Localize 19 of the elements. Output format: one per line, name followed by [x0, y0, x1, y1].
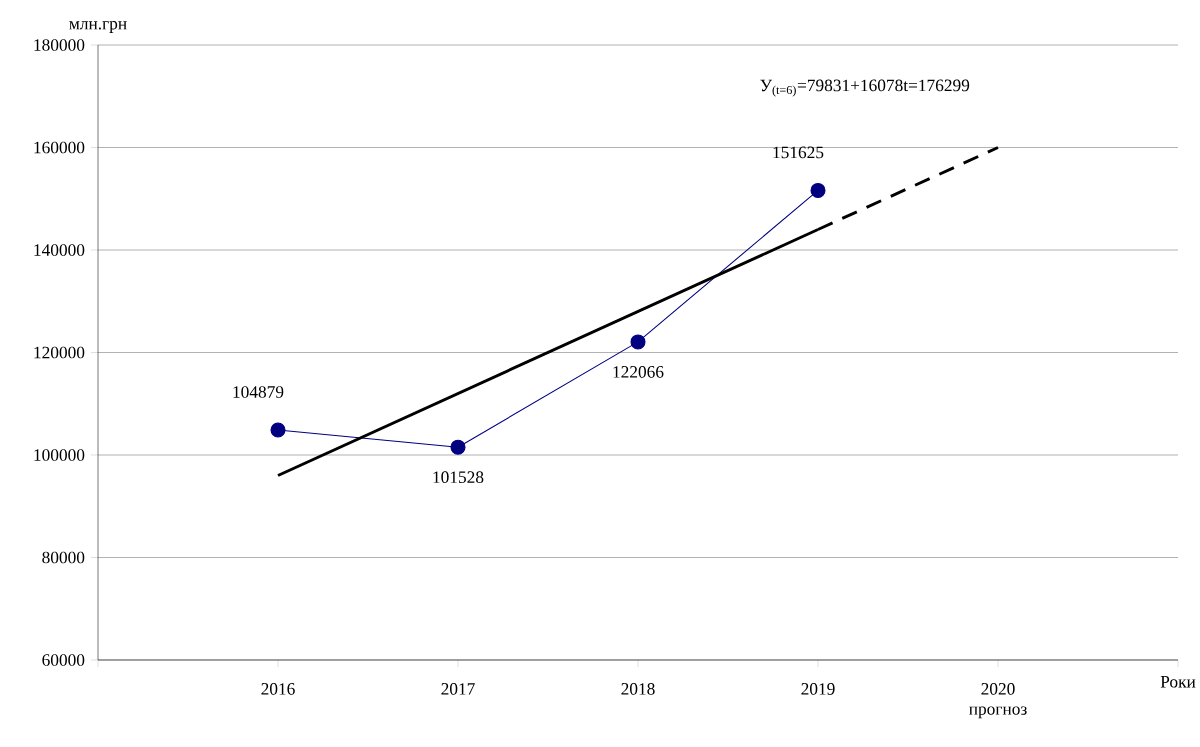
- y-tick-label: 180000: [34, 39, 85, 51]
- y-tick-label: 120000: [34, 346, 85, 359]
- x-tick-label: 2019: [801, 683, 835, 695]
- x-tick-label: 2020 прогноз: [969, 683, 1027, 719]
- data-label: 101528: [433, 471, 484, 484]
- y-tick-label: 160000: [34, 141, 85, 154]
- y-tick-label: 80000: [42, 551, 85, 564]
- data-label: 122066: [613, 366, 664, 378]
- data-label: 104879: [233, 386, 284, 398]
- x-tick-label: 2016: [261, 683, 295, 695]
- annotation: У$_{(t=6)}$=79831+16078t=176299: [760, 79, 970, 97]
- data-label: 151625: [773, 146, 824, 159]
- x-axis-title: Роки: [1160, 676, 1196, 688]
- y-tick-label: 100000: [34, 449, 85, 461]
- y-axis-title: млн.грн: [69, 21, 127, 33]
- x-tick-label: 2017: [441, 683, 475, 695]
- x-tick-label: 2018: [621, 683, 655, 695]
- y-tick-label: 60000: [42, 654, 85, 666]
- y-tick-label: 140000: [34, 244, 85, 256]
